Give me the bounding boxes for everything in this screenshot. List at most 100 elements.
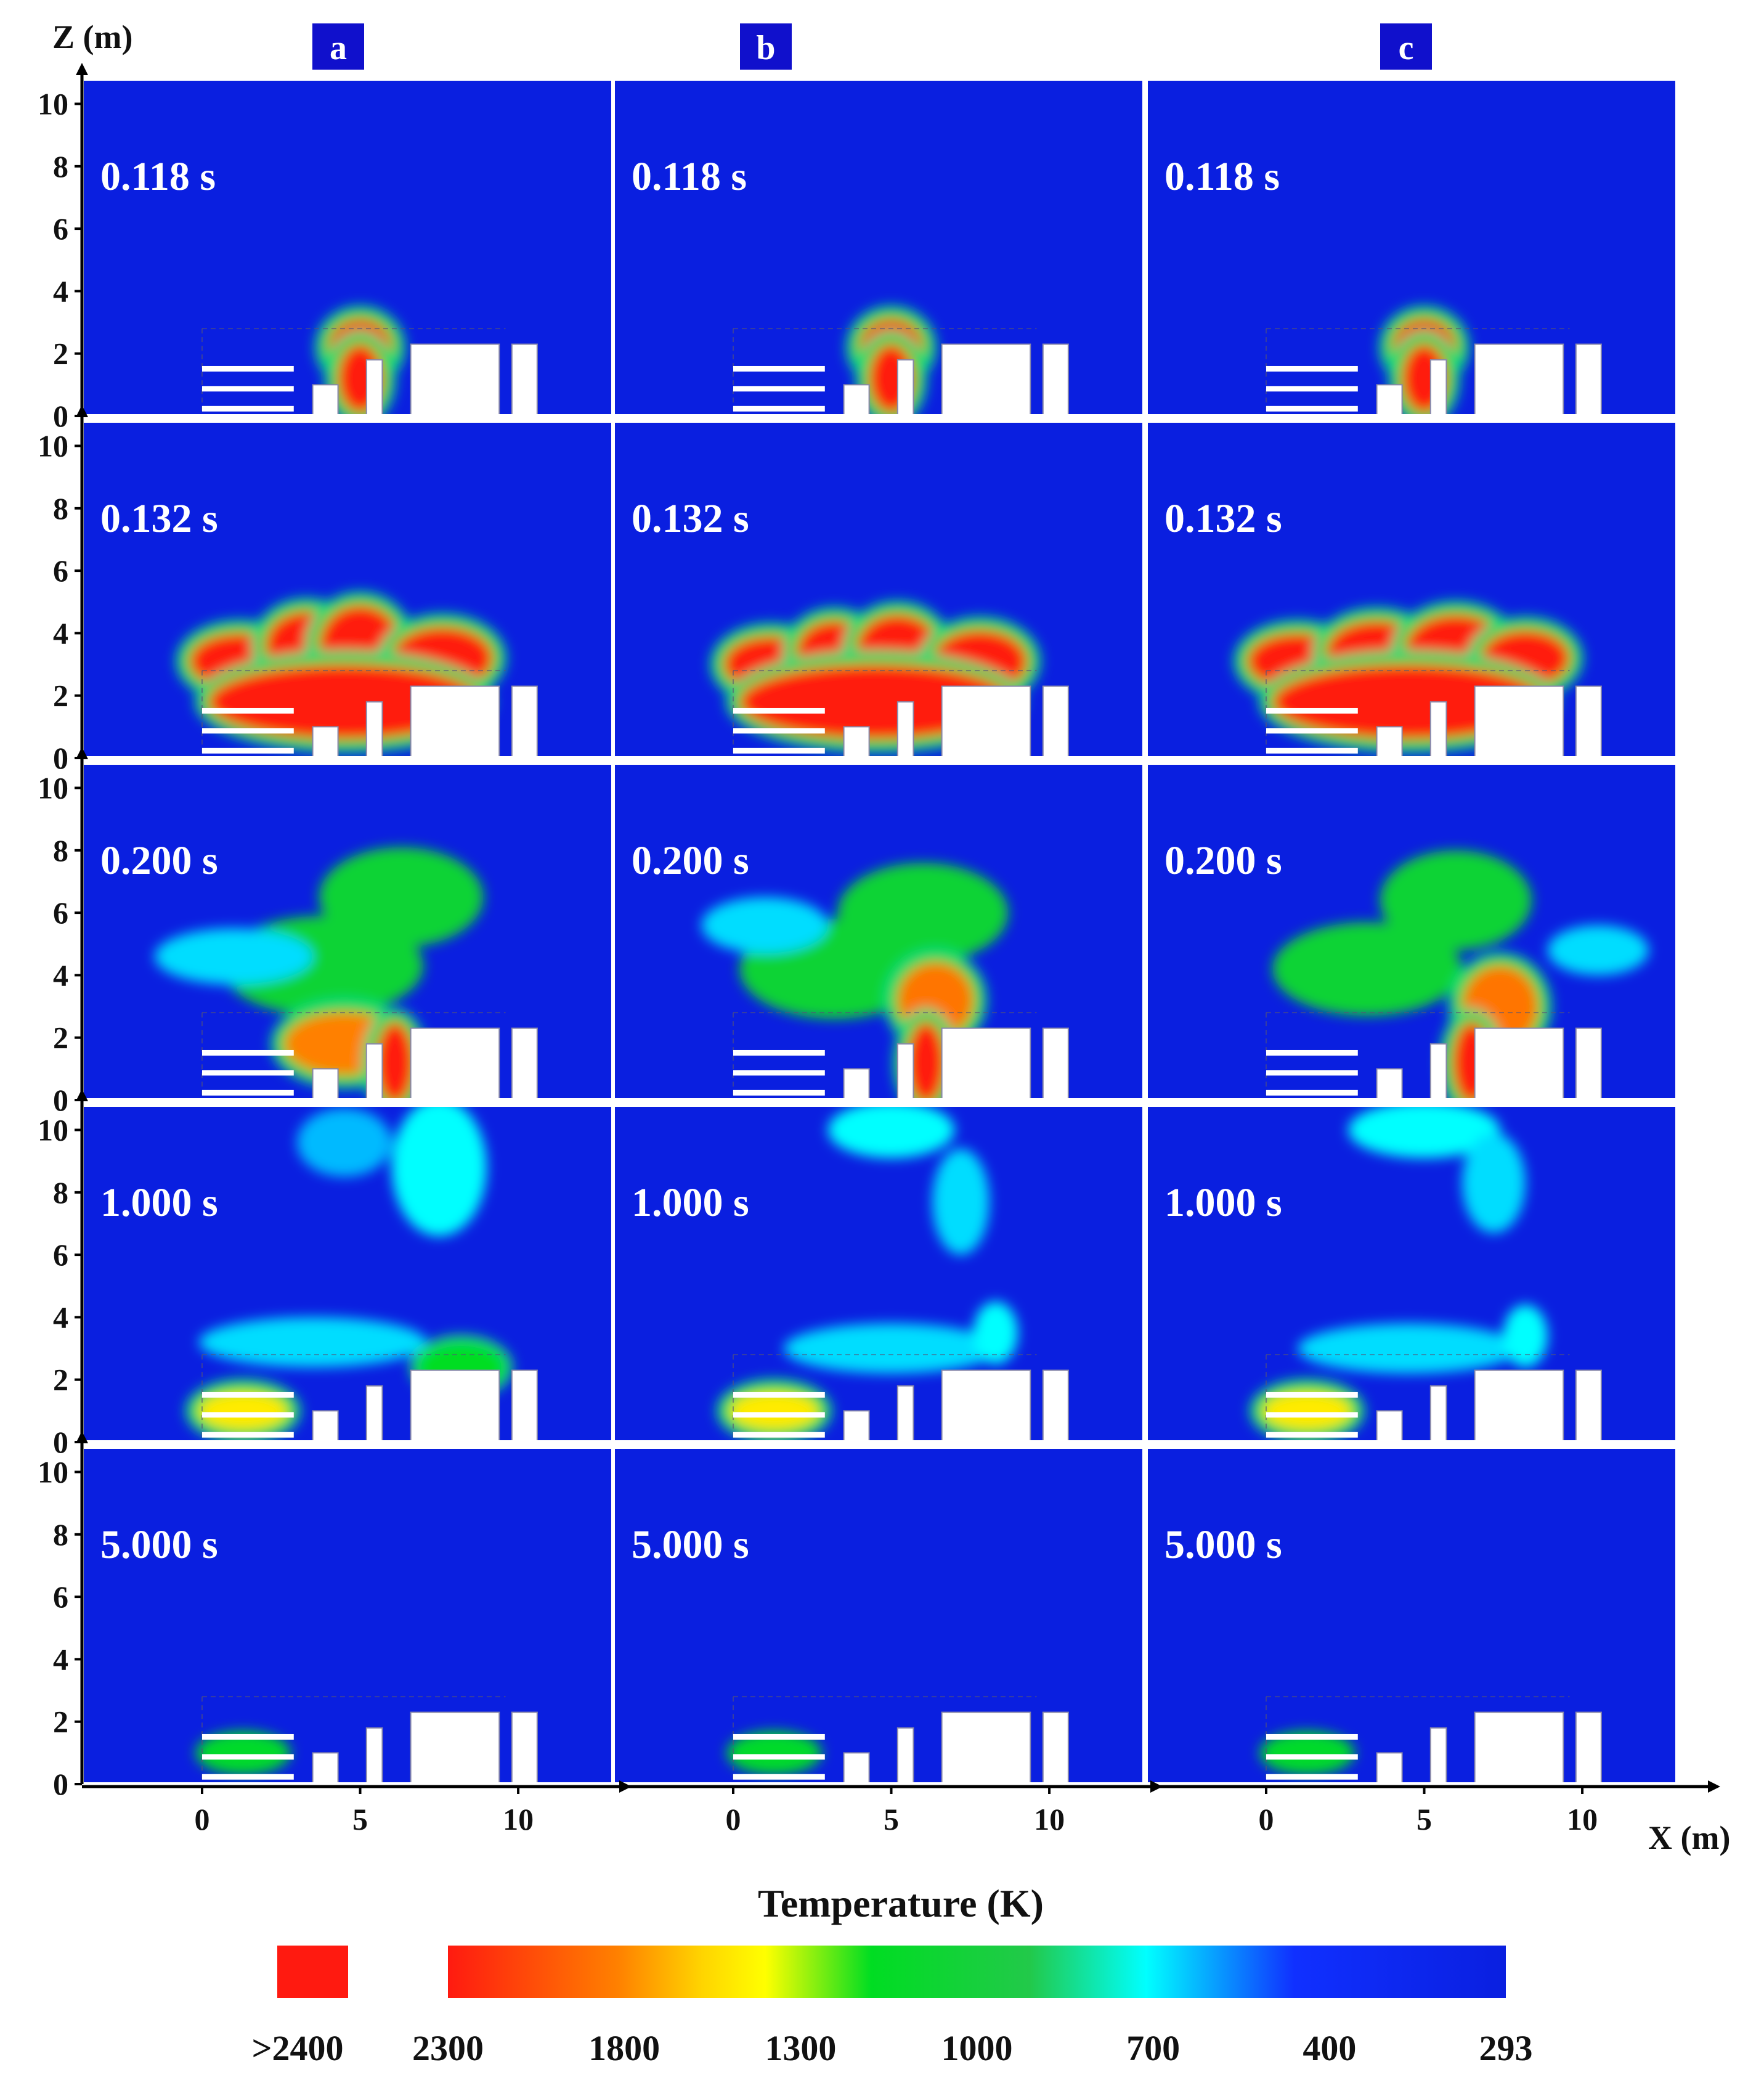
panel-a-2: 0.200 s: [82, 763, 613, 1100]
plume-blob: [391, 1105, 487, 1236]
time-label: 0.118 s: [632, 154, 747, 199]
obstacle-small-block: [1376, 384, 1403, 416]
obstacle-thin-wall: [896, 1727, 914, 1784]
obstacle-large-block: [941, 1711, 1031, 1784]
colorbar-title: Temperature (K): [758, 1881, 1044, 1925]
obstacle-right-post: [1575, 685, 1602, 758]
z-tick-label: 0: [53, 1767, 68, 1801]
obstacle-right-post: [1042, 1711, 1069, 1784]
time-label: 0.200 s: [632, 838, 749, 883]
z-tick-label: 0: [53, 741, 68, 775]
panel-c-2: 0.200 s: [1146, 763, 1677, 1100]
obstacle-large-block: [941, 685, 1031, 758]
time-label: 0.118 s: [100, 154, 216, 199]
obstacle-slat: [1266, 1050, 1358, 1056]
time-label: 1.000 s: [100, 1180, 218, 1225]
panel-b-3: 1.000 s: [613, 1105, 1144, 1442]
z-tick-label: 8: [53, 491, 68, 526]
z-axis-arrow: [76, 405, 88, 417]
obstacle-right-post: [511, 1027, 538, 1100]
obstacle-thin-wall: [1429, 1043, 1447, 1100]
obstacle-large-block: [410, 1027, 500, 1100]
plume-blob: [1462, 1133, 1526, 1233]
obstacle-thin-wall: [1429, 1385, 1447, 1442]
obstacle-slat: [1266, 386, 1358, 392]
plume-group: [195, 1730, 291, 1775]
temperature-field: [701, 863, 1069, 1100]
temperature-field: [1265, 305, 1602, 416]
z-tick-label: 4: [53, 958, 68, 992]
obstacle-small-block: [843, 384, 870, 416]
x-axis-arrow: [1708, 1780, 1720, 1793]
z-tick-label: 6: [53, 1579, 68, 1614]
obstacle-slat: [733, 748, 825, 754]
z-tick-label: 6: [53, 211, 68, 246]
obstacle-slat: [1266, 1070, 1358, 1076]
obstacle-slat: [1266, 1432, 1358, 1438]
temperature-field: [710, 601, 1069, 758]
z-tick-label: 0: [53, 1425, 68, 1459]
plume-blob: [296, 1108, 392, 1177]
z-axis-arrow: [76, 1089, 88, 1101]
obstacle-slat: [201, 728, 294, 734]
column-label-a-box: [312, 23, 364, 70]
panel-border: [1144, 1103, 1679, 1444]
obstacle-slat: [1266, 1774, 1358, 1780]
obstacle-large-block: [1474, 1369, 1564, 1442]
obstacle-slat: [733, 728, 825, 734]
panel-a-3: 1.000 s: [82, 1105, 613, 1442]
plume-group: [726, 1730, 822, 1775]
obstacle-slat: [201, 1090, 294, 1096]
obstacle-right-post: [1042, 685, 1069, 758]
plume-blob: [1259, 1730, 1355, 1775]
plume-blob: [1262, 1392, 1352, 1430]
obstacle-slat: [1266, 748, 1358, 754]
obstacle-slat: [201, 1392, 294, 1398]
x-tick-label: 10: [1034, 1802, 1065, 1836]
obstacle-small-block: [843, 1752, 870, 1784]
column-labels: a b c: [312, 23, 1432, 70]
x-tick-label: 5: [1416, 1802, 1432, 1836]
obstacle-slat: [201, 748, 294, 754]
obstacle-small-block: [843, 1410, 870, 1442]
z-tick-label: 4: [53, 274, 68, 308]
z-tick-label: 0: [53, 399, 68, 433]
obstacle-slat: [1266, 406, 1358, 412]
colorbar-tick-label: 1300: [765, 2028, 836, 2068]
obstacle-small-block: [1376, 1068, 1403, 1100]
colorbar-tick-label: 293: [1479, 2028, 1533, 2068]
x-tick-label: 10: [503, 1802, 534, 1836]
z-tick-label: 6: [53, 1237, 68, 1272]
obstacle-slat: [201, 386, 294, 392]
z-tick-label: 8: [53, 1175, 68, 1210]
z-tick-label: 0: [53, 1083, 68, 1117]
obstacle-slat: [201, 1774, 294, 1780]
obstacle-slat: [1266, 365, 1358, 372]
temperature-field: [1265, 850, 1649, 1100]
obstacle-right-post: [1042, 343, 1069, 416]
plume-blob: [730, 1392, 819, 1430]
z-tick-label: 2: [53, 1363, 68, 1397]
obstacle-slat: [733, 1412, 825, 1418]
z-tick-label: 8: [53, 149, 68, 184]
z-tick-label: 6: [53, 553, 68, 588]
z-tick-label: 2: [53, 1021, 68, 1055]
panel-b-2: 0.200 s: [613, 763, 1144, 1100]
obstacle-thin-wall: [896, 1385, 914, 1442]
temperature-field: [726, 1696, 1069, 1784]
obstacle-small-block: [312, 1068, 339, 1100]
obstacle-slat: [733, 1090, 825, 1096]
obstacle-slat: [733, 406, 825, 412]
obstacle-slat: [1266, 1392, 1358, 1398]
time-label: 5.000 s: [100, 1522, 218, 1567]
plume-blob: [198, 1317, 427, 1368]
temperature-field: [1234, 601, 1602, 758]
obstacle-large-block: [1474, 343, 1564, 416]
obstacle-slat: [1266, 707, 1358, 714]
temperature-field: [155, 847, 538, 1100]
panel-c-4: 5.000 s: [1146, 1447, 1677, 1784]
z-tick-label: 10: [38, 429, 68, 463]
time-label: 5.000 s: [632, 1522, 749, 1567]
column-label-c-box: [1380, 23, 1432, 70]
